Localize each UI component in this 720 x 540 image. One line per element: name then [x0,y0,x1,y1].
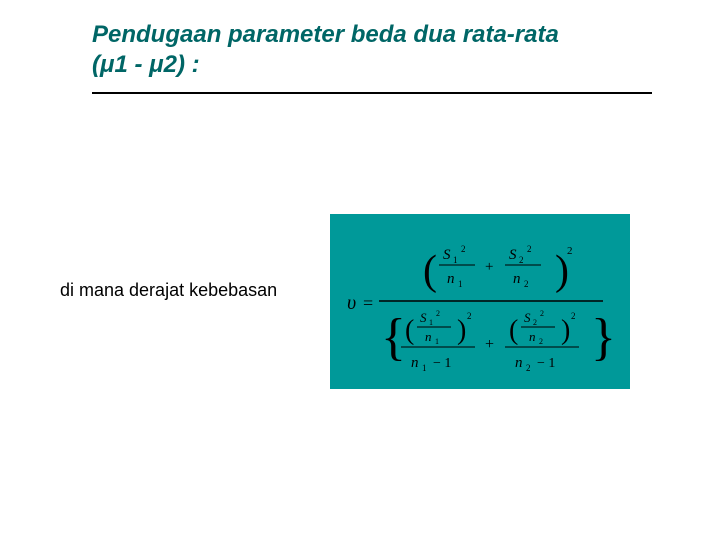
title-underline [92,92,652,94]
svg-text:{: { [381,309,406,366]
slide-title: Pendugaan parameter beda dua rata-rata (… [92,20,680,80]
svg-text:}: } [591,309,616,366]
svg-text:1: 1 [422,363,427,373]
mu-1: μ [100,51,114,78]
svg-text:(: ( [509,315,518,346]
svg-text:2: 2 [436,309,440,318]
svg-text:1: 1 [429,318,433,327]
svg-text:S: S [524,310,531,325]
svg-text:2: 2 [527,244,532,254]
svg-text:S: S [420,310,427,325]
svg-text:n: n [425,329,432,344]
svg-text:n: n [529,329,536,344]
svg-text:1: 1 [435,337,439,346]
svg-text:=: = [363,293,373,313]
svg-text:(: ( [405,315,414,346]
title-line-1: Pendugaan parameter beda dua rata-rata [92,20,680,50]
svg-text:υ: υ [347,292,356,314]
title-line-2: (μ1 - μ2) : [92,50,680,80]
title-seg-1: 1 - [114,51,149,78]
svg-text:): ) [457,315,466,346]
svg-text:1: 1 [453,255,458,265]
svg-text:(: ( [423,248,437,294]
svg-text:n: n [513,271,521,287]
svg-text:2: 2 [467,311,472,321]
body-text: di mana derajat kebebasan [60,280,277,301]
svg-text:+: + [485,259,493,275]
svg-text:2: 2 [533,318,537,327]
svg-text:n: n [515,355,523,371]
svg-text:2: 2 [526,363,531,373]
formula-svg: υ = ( ) 2 S 1 2 n 1 + S 2 2 n 2 { } ( ) … [335,219,625,384]
svg-text:2: 2 [540,309,544,318]
svg-text:1: 1 [458,279,463,289]
svg-text:S: S [443,247,451,263]
svg-text:2: 2 [539,337,543,346]
svg-text:2: 2 [519,255,524,265]
svg-text:2: 2 [524,279,529,289]
svg-text:2: 2 [461,244,466,254]
mu-2: μ [149,51,163,78]
svg-text:S: S [509,247,517,263]
svg-text:+: + [485,336,494,353]
svg-text:): ) [561,315,570,346]
svg-text:2: 2 [567,245,573,257]
svg-text:n: n [411,355,419,371]
svg-text:− 1: − 1 [433,356,451,371]
svg-text:2: 2 [571,311,576,321]
title-seg-2: 2) : [164,51,200,78]
title-paren-open: ( [92,51,100,78]
formula-box: υ = ( ) 2 S 1 2 n 1 + S 2 2 n 2 { } ( ) … [330,214,630,389]
svg-text:n: n [447,271,455,287]
svg-text:− 1: − 1 [537,356,555,371]
